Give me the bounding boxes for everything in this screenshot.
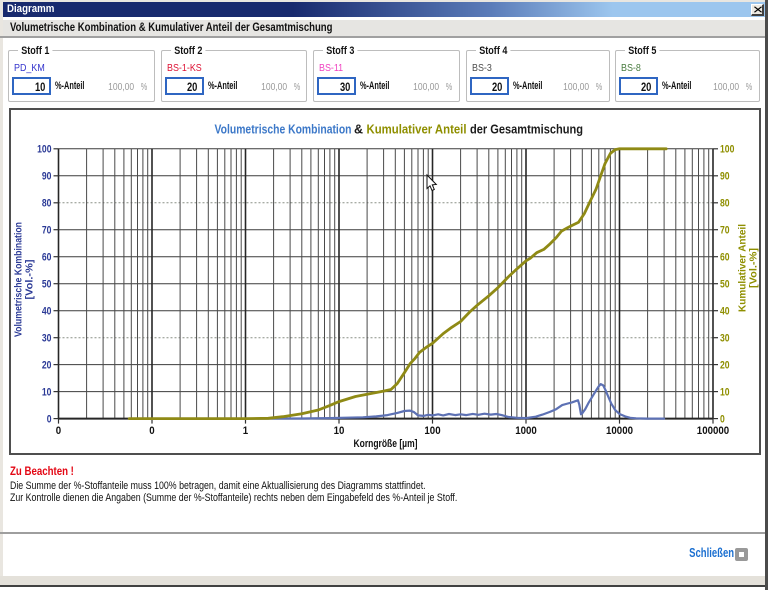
svg-text:40: 40 — [42, 306, 52, 318]
svg-text:10: 10 — [334, 425, 345, 437]
svg-text:[Vol.-%]: [Vol.-%] — [748, 248, 760, 288]
svg-text:Volumetrische Kombination: Volumetrische Kombination — [13, 222, 25, 337]
svg-text:Kumulativer Anteil: Kumulativer Anteil — [367, 123, 467, 137]
svg-text:20: 20 — [42, 359, 52, 371]
svg-text:100: 100 — [37, 144, 51, 156]
svg-text:1000: 1000 — [515, 425, 537, 437]
svg-text:Korngröße [µm]: Korngröße [µm] — [354, 438, 418, 450]
svg-text:100: 100 — [424, 425, 440, 437]
svg-text:0: 0 — [720, 413, 725, 425]
svg-text:70: 70 — [42, 225, 52, 237]
svg-text:10: 10 — [42, 386, 52, 398]
svg-text:&: & — [354, 123, 363, 137]
svg-text:0: 0 — [149, 425, 154, 437]
svg-text:der Gesamtmischung: der Gesamtmischung — [470, 123, 583, 137]
svg-text:80: 80 — [42, 198, 52, 210]
svg-text:30: 30 — [720, 333, 730, 345]
svg-text:50: 50 — [42, 279, 52, 291]
svg-text:90: 90 — [42, 171, 52, 183]
svg-text:Kumulativer Anteil: Kumulativer Anteil — [737, 224, 749, 312]
svg-text:80: 80 — [720, 198, 730, 210]
svg-text:30: 30 — [42, 333, 52, 345]
svg-text:20: 20 — [720, 359, 730, 371]
svg-text:0: 0 — [47, 413, 52, 425]
svg-text:1: 1 — [243, 425, 248, 437]
svg-text:40: 40 — [720, 306, 730, 318]
svg-text:90: 90 — [720, 171, 730, 183]
svg-text:60: 60 — [42, 252, 52, 264]
svg-text:Volumetrische Kombination: Volumetrische Kombination — [215, 123, 352, 137]
svg-text:60: 60 — [720, 252, 730, 264]
svg-text:50: 50 — [720, 279, 730, 291]
svg-text:10: 10 — [720, 386, 730, 398]
svg-text:70: 70 — [720, 225, 730, 237]
svg-text:100: 100 — [720, 144, 734, 156]
svg-text:[Vol.-%]: [Vol.-%] — [24, 260, 36, 300]
svg-text:0: 0 — [56, 425, 61, 437]
svg-text:100000: 100000 — [697, 425, 729, 437]
svg-text:10000: 10000 — [606, 425, 633, 437]
